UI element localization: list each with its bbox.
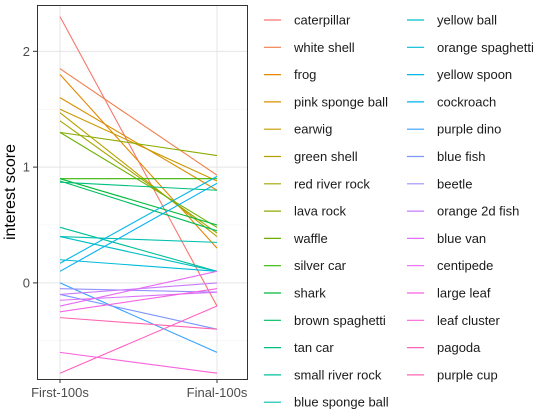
- series-line-tan-car: [59, 181, 218, 191]
- series-line-beetle: [59, 288, 218, 293]
- series-line-centipede: [59, 270, 218, 307]
- series-line-leaf-cluster: [59, 351, 218, 374]
- series-line-large-leaf: [59, 288, 218, 313]
- legend-label: tan car: [294, 340, 334, 355]
- legend-label: purple cup: [437, 367, 498, 382]
- legend-label: caterpillar: [294, 13, 351, 28]
- legend-item: purple dino: [407, 122, 501, 137]
- legend-item: blue fish: [407, 149, 485, 164]
- series-line-small-river-rock: [59, 226, 218, 272]
- legend-label: yellow ball: [437, 13, 497, 28]
- y-axis-title: interest score: [2, 144, 19, 240]
- legend-label: large leaf: [437, 286, 491, 301]
- series-line-pagoda: [59, 305, 218, 374]
- series-line-cockroach: [59, 182, 218, 272]
- legend-label: blue van: [437, 231, 486, 246]
- x-tick-label: Final-100s: [187, 385, 248, 400]
- legend-label: orange spaghetti: [437, 40, 534, 55]
- legend-item: white shell: [264, 40, 355, 55]
- legend-item: purple cup: [407, 367, 498, 382]
- series-line-blue-sponge-ball: [59, 236, 218, 243]
- y-tick-label: 1: [23, 160, 30, 175]
- legend-item: pagoda: [407, 340, 481, 355]
- legend-label: lava rock: [294, 204, 347, 219]
- series-line-lava-rock: [59, 131, 218, 157]
- series-lines: [59, 16, 218, 374]
- legend-item: red river rock: [264, 176, 370, 191]
- legend-item: orange 2d fish: [407, 204, 519, 219]
- legend-label: beetle: [437, 176, 472, 191]
- legend-item: lava rock: [264, 204, 347, 219]
- legend-item: leaf cluster: [407, 313, 501, 328]
- legend-label: blue sponge ball: [294, 395, 389, 410]
- plot-frame: [37, 5, 248, 380]
- series-line-shark: [59, 178, 218, 226]
- legend-item: blue van: [407, 231, 486, 246]
- x-axis: First-100s Final-100s: [31, 379, 248, 400]
- series-line-green-shell: [59, 112, 218, 238]
- legend-label: yellow spoon: [437, 67, 512, 82]
- series-line-earwig: [59, 108, 218, 182]
- y-tick-label: 0: [23, 275, 30, 290]
- series-line-red-river-rock: [59, 120, 218, 234]
- legend-label: brown spaghetti: [294, 313, 386, 328]
- legend-item: brown spaghetti: [264, 313, 386, 328]
- series-line-purple-cup: [59, 317, 218, 330]
- legend-label: frog: [294, 67, 316, 82]
- x-tick-label: First-100s: [31, 385, 89, 400]
- legend-label: pink sponge ball: [294, 94, 388, 109]
- legend-item: blue sponge ball: [264, 395, 389, 410]
- series-line-orange-spaghetti: [59, 259, 218, 272]
- legend-item: small river rock: [264, 367, 382, 382]
- legend-item: pink sponge ball: [264, 94, 388, 109]
- series-line-frog: [59, 74, 218, 249]
- series-line-yellow-ball: [59, 236, 218, 272]
- series-line-white-shell: [59, 68, 218, 176]
- legend-label: centipede: [437, 258, 493, 273]
- legend-label: purple dino: [437, 122, 501, 137]
- y-tick-label: 2: [23, 44, 30, 59]
- legend-label: blue fish: [437, 149, 485, 164]
- legend-label: earwig: [294, 122, 332, 137]
- legend-item: yellow spoon: [407, 67, 512, 82]
- legend-item: tan car: [264, 340, 334, 355]
- legend-item: waffle: [264, 231, 328, 246]
- legend-item: beetle: [407, 176, 472, 191]
- series-line-purple-dino: [59, 282, 218, 353]
- legend-label: orange 2d fish: [437, 204, 519, 219]
- legend: caterpillar white shell frog pink sponge ba…: [264, 13, 534, 410]
- legend-item: orange spaghetti: [407, 40, 534, 55]
- legend-label: shark: [294, 286, 326, 301]
- legend-label: red river rock: [294, 176, 370, 191]
- legend-label: waffle: [293, 231, 328, 246]
- legend-label: white shell: [293, 40, 355, 55]
- series-line-waffle: [59, 131, 218, 228]
- legend-item: large leaf: [407, 286, 491, 301]
- series-line-yellow-spoon: [59, 175, 218, 264]
- series-line-brown-spaghetti: [59, 180, 218, 232]
- legend-item: cockroach: [407, 94, 496, 109]
- series-line-blue-van: [59, 291, 218, 301]
- legend-label: leaf cluster: [437, 313, 501, 328]
- legend-label: pagoda: [437, 340, 481, 355]
- legend-label: silver car: [294, 258, 347, 273]
- legend-item: frog: [264, 67, 316, 82]
- legend-label: green shell: [294, 149, 358, 164]
- legend-label: small river rock: [294, 367, 382, 382]
- legend-label: cockroach: [437, 94, 496, 109]
- plot-panel: [37, 5, 248, 380]
- legend-item: centipede: [407, 258, 493, 273]
- legend-item: yellow ball: [407, 13, 497, 28]
- y-axis: 0 1 2: [23, 44, 37, 290]
- legend-item: shark: [264, 286, 326, 301]
- legend-item: silver car: [264, 258, 347, 273]
- legend-item: caterpillar: [264, 13, 351, 28]
- legend-item: green shell: [264, 149, 358, 164]
- legend-item: earwig: [264, 122, 332, 137]
